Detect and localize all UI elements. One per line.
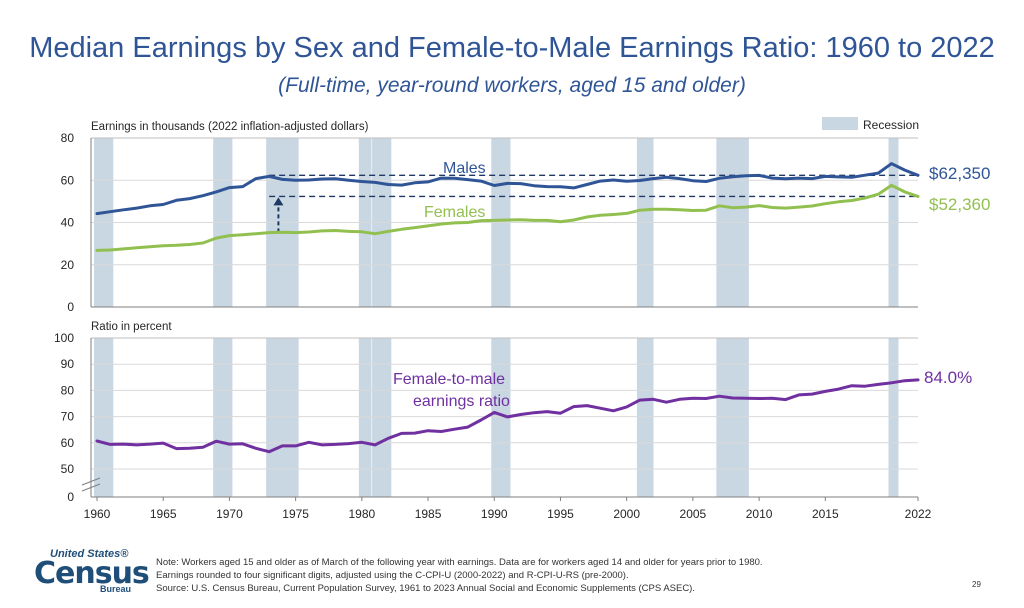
top-ytick-label: 80	[61, 131, 75, 145]
page-number: 29	[972, 580, 981, 589]
recession-band-bottom-4	[372, 338, 392, 497]
logo-bureau-text: Bureau	[100, 584, 132, 594]
x-tick-label: 1965	[150, 507, 177, 521]
recession-band-bottom-6	[636, 338, 654, 497]
x-tick-label: 1980	[348, 507, 375, 521]
x-tick-label: 2015	[812, 507, 839, 521]
page-subtitle: (Full-time, year-round workers, aged 15 …	[278, 74, 746, 97]
x-tick-label: 1960	[84, 507, 111, 521]
x-tick-labels: 1960 1965 1970 1975 1980 1985 1990 1995 2000 2005…	[84, 497, 932, 521]
footnote-line-1: Note: Workers aged 15 and older as of Ma…	[156, 557, 763, 568]
recession-band-bottom-7	[716, 338, 749, 497]
x-tick-label: 1975	[282, 507, 309, 521]
logo-united-states-text: United States®	[50, 548, 129, 560]
top-panel-ylabel: Earnings in thousands (2022 inflation-ad…	[91, 121, 369, 133]
recession-band-bottom-5	[491, 338, 511, 497]
recession-band-bottom-3	[358, 338, 372, 497]
recession-legend-label: Recession	[863, 118, 919, 132]
x-tick-label: 1985	[415, 507, 442, 521]
bottom-ytick-label: 100	[54, 331, 74, 345]
recession-band-bottom-2	[266, 338, 299, 497]
ratio-series-label-line1: Female-to-male	[393, 371, 505, 388]
axis-break-icon	[81, 477, 101, 492]
bottom-ytick-label: 70	[61, 410, 75, 424]
footnote-line-3: Source: U.S. Census Bureau, Current Popu…	[156, 583, 695, 594]
males-series-line	[95, 162, 920, 216]
bottom-panel-ylabel: Ratio in percent	[91, 321, 172, 333]
series-lines	[95, 162, 920, 454]
gridlines	[91, 179, 918, 470]
footnote: Note: Workers aged 15 and older as of Ma…	[156, 556, 763, 595]
x-tick-label: 1970	[216, 507, 243, 521]
recession-band-bottom-0	[94, 338, 114, 497]
recession-legend-swatch	[822, 117, 858, 130]
top-ytick-label: 40	[61, 216, 75, 230]
census-bureau-logo: United States® Census Bureau	[30, 548, 150, 594]
bottom-ytick-label: 60	[61, 436, 75, 450]
earnings-gap-arrow	[273, 197, 284, 233]
x-tick-label: 2010	[746, 507, 773, 521]
footnote-line-2: Earnings rounded to four significant dig…	[156, 570, 629, 581]
top-ytick-label: 60	[61, 173, 75, 187]
x-tick-label: 2000	[613, 507, 640, 521]
top-ytick-label: 20	[61, 258, 75, 272]
x-tick-label: 1990	[481, 507, 508, 521]
x-tick-label: 2022	[905, 507, 932, 521]
bottom-ytick-label: 80	[61, 383, 75, 397]
males-end-value-label: $62,350	[929, 164, 990, 183]
ratio-end-value-label: 84.0%	[924, 368, 972, 387]
females-series-line	[95, 183, 920, 252]
top-ytick-label: 0	[67, 300, 74, 314]
ratio-series-label-line2: earnings ratio	[413, 393, 510, 410]
females-series-label: Females	[424, 204, 485, 221]
males-series-label: Males	[443, 160, 486, 177]
bottom-ytick-label: 50	[61, 462, 75, 476]
females-end-value-label: $52,360	[929, 195, 990, 214]
recession-band-bottom-8	[888, 338, 899, 497]
logo-census-text: Census	[34, 556, 150, 591]
page-title: Median Earnings by Sex and Female-to-Mal…	[29, 32, 995, 64]
ratio-series-line	[95, 378, 920, 454]
gap-arrow-head	[273, 197, 284, 206]
bottom-ytick-label: 0	[67, 490, 74, 504]
x-tick-label: 1995	[547, 507, 574, 521]
bottom-ytick-label: 90	[61, 357, 75, 371]
x-tick-label: 2005	[680, 507, 707, 521]
y-tick-labels: 0 20 40 60 80 0 50 60 70 80 90 100	[54, 131, 74, 504]
recession-band-bottom-1	[213, 338, 233, 497]
